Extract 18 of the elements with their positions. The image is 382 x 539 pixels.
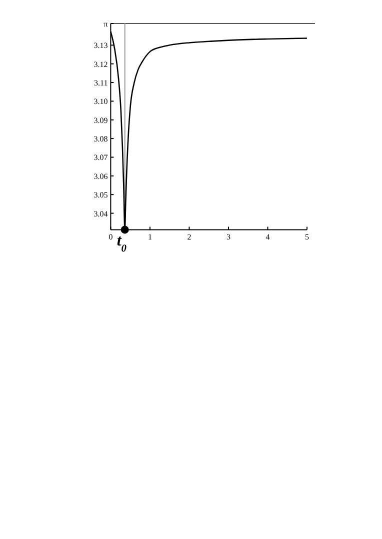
y-tick-label: π [104, 20, 108, 28]
y-tick-label: 3.10 [94, 97, 108, 106]
y-tick-label: 3.11 [94, 78, 108, 88]
y-tick-label: 3.12 [94, 60, 108, 69]
y-tick-label: 3.06 [94, 172, 108, 181]
annotation: t$_{0}$ [116, 232, 128, 254]
x-tick-label: 3 [226, 232, 230, 242]
y-tick-label: 3.09 [94, 116, 108, 125]
x-tick-label: 4 [266, 232, 270, 242]
y-tick-label: 3.08 [94, 134, 108, 144]
x-tick-label: 0 [108, 232, 113, 242]
x-tick-label: 5 [305, 232, 309, 242]
y-tick-label: 3.04 [94, 209, 108, 218]
y-tick-label: 3.05 [94, 190, 108, 200]
x-tick-label: 1 [148, 232, 152, 242]
y-tick-label: 3.07 [94, 153, 108, 162]
y-tick-label: 3.13 [94, 41, 108, 50]
x-tick-label: 2 [187, 232, 192, 242]
